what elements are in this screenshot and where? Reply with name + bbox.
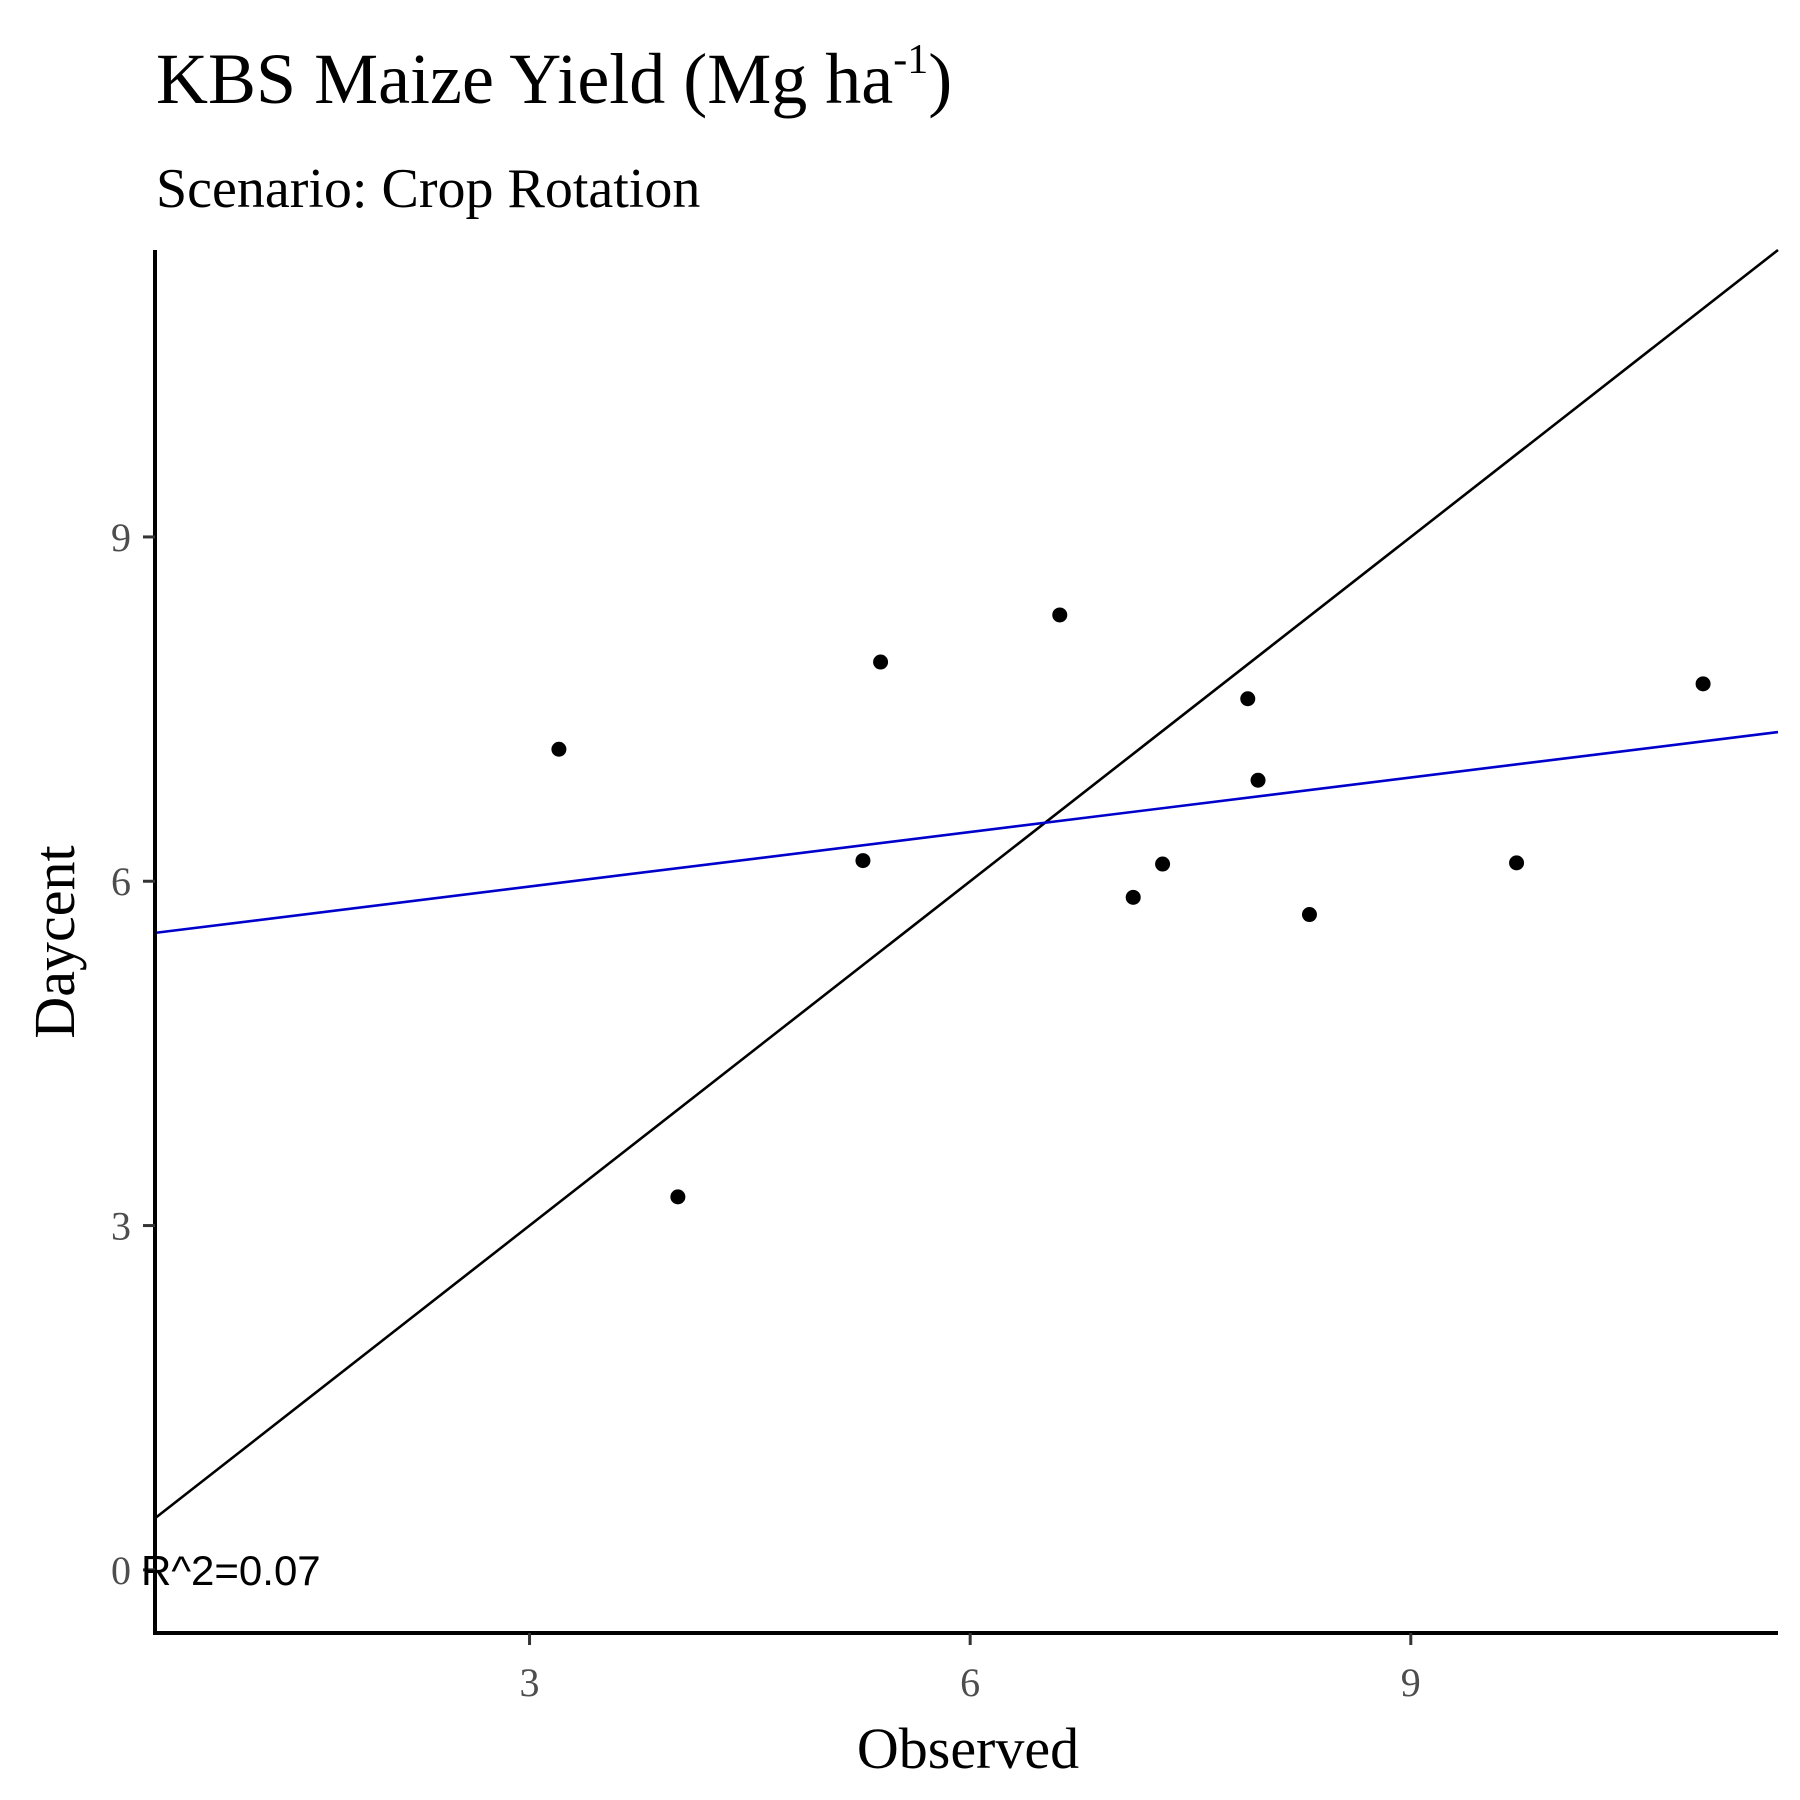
y-tick-label: 3 bbox=[111, 1204, 131, 1249]
chart-title-close: ) bbox=[928, 39, 952, 119]
y-tick-label: 0 bbox=[111, 1548, 131, 1593]
data-point-11 bbox=[1509, 855, 1525, 871]
data-point-9 bbox=[1250, 772, 1266, 788]
x-axis-ticks: 3 6 9 bbox=[520, 1633, 1421, 1705]
data-point-7 bbox=[1155, 856, 1171, 872]
y-axis-title: Daycent bbox=[22, 845, 87, 1038]
x-tick-label: 3 bbox=[520, 1660, 540, 1705]
chart-subtitle: Scenario: Crop Rotation bbox=[156, 158, 700, 220]
data-points bbox=[551, 607, 1711, 1205]
y-axis: 0 3 6 9 bbox=[111, 250, 157, 1635]
r-squared-annotation: R^2=0.07 bbox=[141, 1547, 321, 1594]
data-point-2 bbox=[670, 1189, 686, 1205]
y-axis-ticks: 0 3 6 9 bbox=[111, 515, 155, 1593]
y-tick-label: 6 bbox=[111, 859, 131, 904]
chart-title-main: KBS Maize Yield (Mg ha bbox=[156, 39, 893, 119]
y-tick-label: 9 bbox=[111, 515, 131, 560]
chart-title: KBS Maize Yield (Mg ha-1) bbox=[156, 37, 952, 119]
x-tick-label: 9 bbox=[1401, 1660, 1421, 1705]
regression-fit-line bbox=[154, 730, 1779, 935]
data-point-8 bbox=[1240, 691, 1256, 707]
data-point-4 bbox=[873, 654, 889, 670]
x-tick-label: 6 bbox=[960, 1660, 980, 1705]
x-axis: 3 6 9 bbox=[153, 1631, 1778, 1705]
data-point-5 bbox=[1052, 607, 1068, 623]
x-axis-title: Observed bbox=[857, 1716, 1079, 1781]
one-to-one-line bbox=[154, 248, 1779, 1520]
chart-title-superscript: -1 bbox=[893, 37, 928, 83]
data-point-6 bbox=[1125, 889, 1141, 905]
data-point-12 bbox=[1695, 676, 1711, 692]
data-point-1 bbox=[551, 741, 567, 757]
reference-lines bbox=[154, 248, 1779, 1520]
data-point-3 bbox=[855, 853, 871, 869]
data-point-10 bbox=[1301, 907, 1317, 923]
